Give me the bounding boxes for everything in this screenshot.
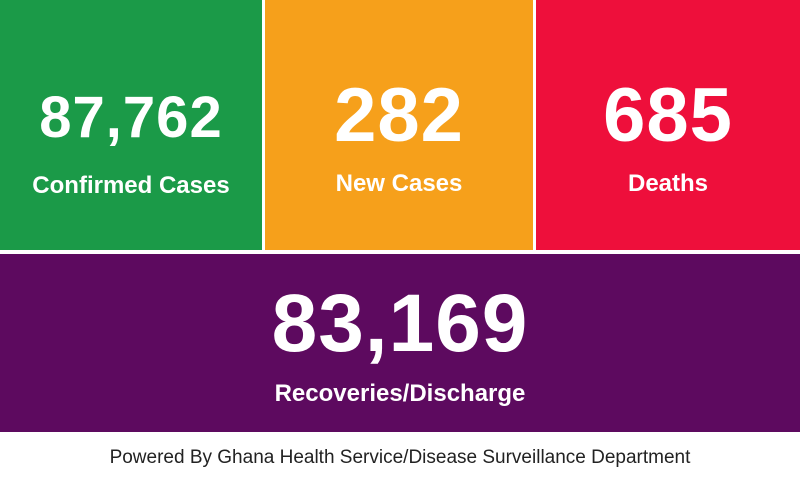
- stat-number: 87,762: [39, 85, 223, 150]
- stat-label: Recoveries/Discharge: [274, 380, 526, 407]
- footer-text: Powered By Ghana Health Service/Disease …: [109, 447, 691, 468]
- stat-tile: 282 New Cases: [265, 0, 533, 250]
- stat-tile: 83,169 Recoveries/Discharge: [0, 254, 800, 432]
- stat-label: New Cases: [335, 170, 463, 197]
- stat-number: 83,169: [271, 278, 529, 369]
- stat-number: 282: [334, 73, 464, 158]
- stat-tile: 685 Deaths: [536, 0, 800, 250]
- stat-label: Deaths: [627, 170, 709, 197]
- stat-label: Confirmed Cases: [32, 172, 230, 199]
- stat-tile: 87,762 Confirmed Cases: [0, 0, 262, 250]
- stat-number: 685: [603, 73, 733, 158]
